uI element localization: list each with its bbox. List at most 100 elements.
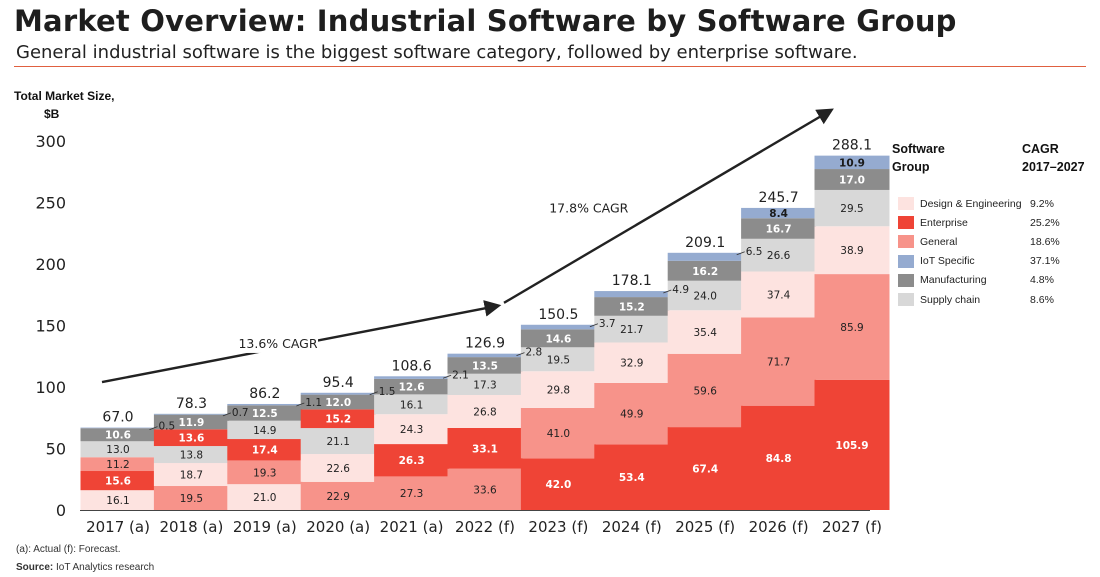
bar-segment (520, 329, 596, 348)
segment-value-label: 19.5 (180, 493, 203, 505)
bar-segment (447, 394, 523, 428)
segment-value-label: 16.2 (692, 266, 718, 278)
x-tick-label: 2017 (a) (86, 518, 150, 536)
segment-value-label: 29.8 (547, 385, 570, 397)
segment-value-label: 26.3 (399, 455, 425, 467)
segment-value-label: 22.6 (327, 463, 351, 475)
bar-segment (153, 446, 229, 464)
segment-value-label: 19.5 (547, 354, 570, 366)
x-tick-label: 2022 (f) (455, 518, 515, 536)
bar-segment (153, 414, 229, 430)
segment-value-label: 17.4 (252, 445, 278, 457)
bar-segment (80, 427, 156, 429)
legend-items: Design & Engineering 9.2% Enterprise 25.2% G… (892, 194, 1092, 309)
footnotes: (a): Actual (f): Forecast. Source: IoT A… (16, 541, 154, 577)
legend-swatch (898, 235, 914, 249)
axis-layer: 0 50 100 150 200 250 300 2017 (a) 2018 (a) 2019 (… (35, 132, 882, 536)
leader-line (442, 374, 452, 379)
cagr-label-2: 17.8% CAGR (549, 201, 628, 216)
bar-segment (594, 315, 670, 343)
bar-segment (227, 420, 303, 440)
segment-value-label: 14.6 (545, 333, 571, 345)
bar-segment (153, 463, 229, 487)
segment-value-label: 0.5 (159, 421, 176, 433)
legend-item-label: IoT Specific (920, 255, 975, 268)
segment-value-label: 21.0 (253, 492, 276, 504)
segment-value-label: 13.5 (472, 360, 498, 372)
legend-title-line2: Group (892, 160, 930, 174)
legend-title: Software Group (892, 140, 945, 176)
cagr-label-bg (238, 334, 318, 353)
legend-header: Software Group CAGR 2017–2027 (892, 140, 1092, 176)
legend-swatch (898, 254, 914, 268)
bar-segment (447, 468, 523, 510)
bar-segment (374, 414, 450, 445)
bar-segment (520, 347, 596, 372)
segment-value-label: 11.9 (178, 417, 204, 429)
bar-segment (300, 481, 376, 510)
legend-item: Design & Engineering 9.2% (892, 194, 1092, 213)
legend-swatch (898, 216, 914, 230)
bar-segment (300, 454, 376, 482)
source-label: Source: (16, 562, 54, 573)
y-tick-label: 200 (35, 255, 66, 274)
bar-segment (300, 428, 376, 455)
page-title: Market Overview: Industrial Software by … (14, 4, 957, 38)
legend-swatch (898, 197, 914, 211)
segment-value-label: 2.8 (526, 347, 543, 359)
segment-value-label: 29.5 (840, 203, 863, 215)
bar-segment (80, 471, 156, 491)
legend-item-cagr: 8.6% (1030, 293, 1054, 306)
bar-segment (153, 486, 229, 510)
bar-segment (814, 189, 890, 227)
bar-segment (667, 427, 743, 510)
bar-segment (80, 490, 156, 510)
bar-total-label: 108.6 (392, 358, 432, 374)
bar-segment (594, 444, 670, 510)
bar-segment (227, 439, 303, 461)
y-axis-label: Total Market Size, $B (14, 87, 144, 123)
x-tick-label: 2021 (a) (380, 518, 444, 536)
segment-value-label: 59.6 (694, 385, 718, 397)
bar-segment (814, 226, 890, 275)
segment-value-label: 13.8 (180, 450, 203, 462)
segment-value-label: 1.5 (379, 386, 396, 398)
bar-segment (80, 428, 156, 442)
segment-value-label: 18.7 (180, 470, 203, 482)
segment-value-label: 71.7 (767, 357, 790, 369)
legend-item-cagr: 25.2% (1030, 216, 1060, 229)
legend-item: IoT Specific 37.1% (892, 252, 1092, 271)
bar-segment (814, 155, 890, 170)
bar-segment (741, 238, 817, 272)
bar-total-label: 150.5 (538, 307, 578, 323)
segment-value-label: 19.3 (253, 467, 276, 479)
leader-line (663, 289, 672, 294)
legend-item-label: Manufacturing (920, 274, 987, 287)
segment-value-label: 8.4 (769, 208, 788, 220)
y-tick-label: 250 (35, 194, 66, 213)
segment-value-label: 11.2 (106, 459, 129, 471)
bars-layer (80, 155, 890, 510)
segment-value-label: 17.0 (839, 174, 865, 186)
segment-value-label: 85.9 (840, 322, 863, 334)
segment-value-label: 15.6 (105, 476, 131, 488)
segment-value-label: 26.8 (473, 406, 496, 418)
segment-value-label: 15.2 (619, 301, 645, 313)
segment-value-label: 10.9 (839, 157, 865, 169)
bar-total-label: 78.3 (176, 396, 207, 412)
segment-value-label: 33.6 (473, 484, 497, 496)
leader-line (736, 251, 745, 256)
bar-segment (374, 394, 450, 415)
bar-total-label: 245.7 (759, 190, 799, 206)
segment-value-label: 32.9 (620, 358, 643, 370)
y-axis-label-line1: Total Market Size, (14, 89, 115, 103)
segment-value-label: 27.3 (400, 488, 423, 500)
bar-segment (741, 405, 817, 510)
segment-value-label: 84.8 (766, 453, 792, 465)
legend-item: Manufacturing 4.8% (892, 271, 1092, 290)
segment-value-label: 38.9 (840, 245, 863, 257)
page-subtitle: General industrial software is the bigge… (16, 42, 858, 63)
legend-cagr-line2: 2017–2027 (1022, 160, 1085, 174)
bar-segment (667, 353, 743, 428)
